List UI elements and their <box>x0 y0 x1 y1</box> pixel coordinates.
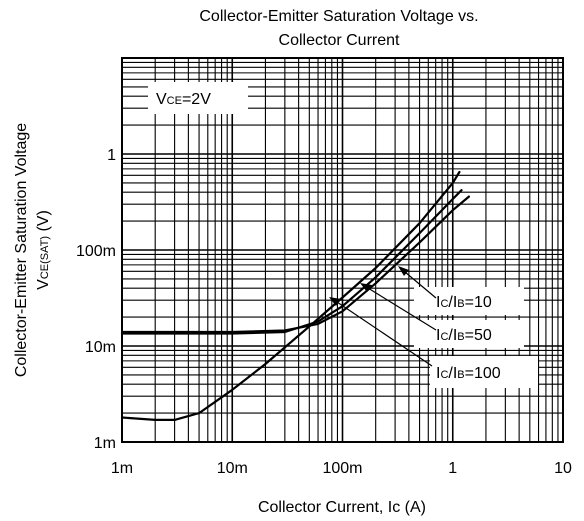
condition-label: VCE=2V <box>156 91 211 108</box>
grid <box>121 58 563 443</box>
series-arrow-head-2 <box>329 297 341 306</box>
y-tick-labels: 1m 10m 100m 1 <box>76 147 116 452</box>
series-arrow-line-1 <box>367 287 437 331</box>
condition-prefix: V <box>156 91 167 108</box>
series-arrow-head-1 <box>360 283 372 292</box>
condition-sub: CE <box>167 95 182 107</box>
series-label-box-2 <box>430 356 538 388</box>
x-tick-labels: 1m 10m 100m 1 10 <box>111 460 572 477</box>
y-tick-label: 1m <box>94 435 116 452</box>
series-arrow-head-0 <box>398 266 409 276</box>
x-tick-label: 1 <box>448 460 457 477</box>
condition-box <box>148 82 248 114</box>
y-axis-unit-symbol: V <box>35 279 52 290</box>
series-label-box-0 <box>414 287 524 315</box>
series-arrow-line-2 <box>336 301 433 367</box>
x-tick-label: 10m <box>217 460 248 477</box>
series-label-box-1 <box>414 320 524 348</box>
x-tick-label: 10 <box>554 460 572 477</box>
x-axis-label: Collector Current, Ic (A) <box>258 499 426 516</box>
condition-suffix: =2V <box>182 91 211 108</box>
plot-frame <box>121 57 564 443</box>
y-tick-label: 10m <box>85 339 116 356</box>
series-arrow-line-0 <box>404 271 437 299</box>
y-axis-unit-sub: CE(SAT) <box>39 236 51 279</box>
y-axis-unit-text: (V) <box>35 210 52 236</box>
series-labels: IC/IB=10 IC/IB=50 IC/IB=100 <box>329 266 538 388</box>
chart-title-line1: Collector-Emitter Saturation Voltage vs. <box>199 8 478 25</box>
y-tick-label: 100m <box>76 243 116 260</box>
x-tick-label: 1m <box>111 460 133 477</box>
y-axis-label: Collector-Emitter Saturation Voltage <box>13 123 30 377</box>
series-label-2: IC/IB=100 <box>436 365 501 382</box>
chart-title-line2: Collector Current <box>279 32 400 49</box>
series-line-0 <box>120 195 470 334</box>
series-line-2 <box>120 170 461 421</box>
x-tick-label: 100m <box>322 460 362 477</box>
series-label-0: IC/IB=10 <box>436 294 492 311</box>
y-axis-unit-label: VCE(SAT) (V) <box>35 210 52 290</box>
series-label-1: IC/IB=50 <box>436 327 492 344</box>
y-tick-label: 1 <box>107 147 116 164</box>
